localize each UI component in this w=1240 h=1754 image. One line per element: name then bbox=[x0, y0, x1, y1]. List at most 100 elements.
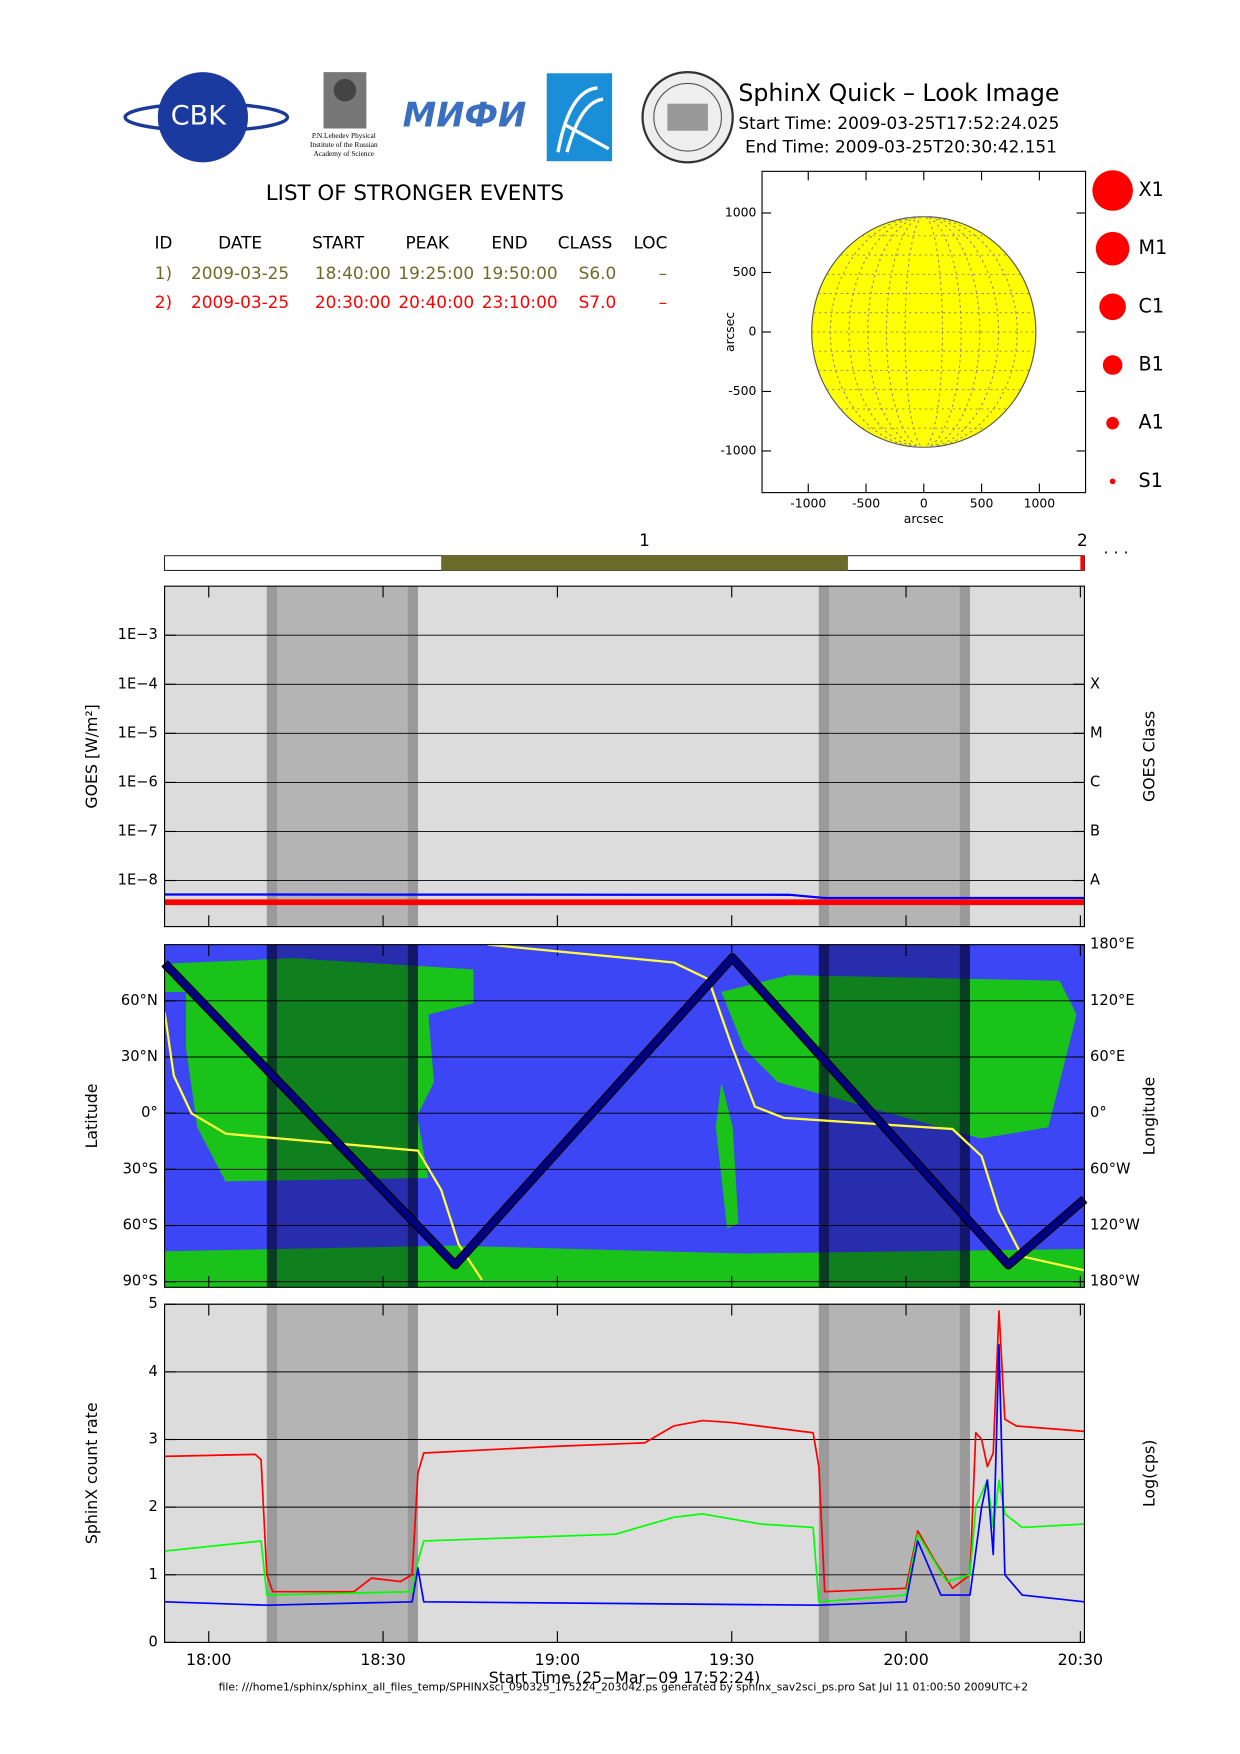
event-cell: S7.0 bbox=[579, 292, 617, 312]
more-events: · · · bbox=[1103, 543, 1128, 562]
x-tick-label: -500 bbox=[852, 495, 880, 510]
y2-tick-label: 0° bbox=[1090, 1104, 1107, 1121]
y-tick-label: 1 bbox=[148, 1566, 157, 1583]
y-tick-label: 2 bbox=[148, 1498, 157, 1515]
disk-grid bbox=[829, 216, 1018, 448]
y-axis-label: SphinX count rate bbox=[82, 1402, 101, 1544]
eclipse-edge bbox=[818, 586, 830, 927]
y2-tick-label: 180°W bbox=[1090, 1273, 1140, 1290]
x-tick-label: 19:00 bbox=[535, 1650, 580, 1669]
event-id: 2 bbox=[1077, 530, 1088, 550]
event-id: 1 bbox=[639, 530, 650, 550]
logo-seal bbox=[641, 71, 734, 164]
continent bbox=[164, 1245, 1085, 1288]
class-marker bbox=[1095, 231, 1130, 266]
y-axis-label: GOES [W/m²] bbox=[82, 704, 101, 808]
x-tick-label: -1000 bbox=[790, 495, 826, 510]
eclipse-shade bbox=[266, 944, 418, 1288]
y2-axis-label: GOES Class bbox=[1139, 711, 1158, 802]
eclipse-edge bbox=[266, 1304, 277, 1643]
sun-disk bbox=[811, 215, 1037, 448]
y2-tick-label: A bbox=[1090, 872, 1100, 889]
eclipse-edge bbox=[959, 586, 970, 927]
footer: file: ///home1/sphinx/sphinx_all_files_t… bbox=[219, 1680, 1028, 1693]
x-tick-label: 20:30 bbox=[1058, 1650, 1103, 1669]
y2-tick-label: B bbox=[1090, 822, 1100, 839]
logo-mifi: МИФИ bbox=[403, 96, 527, 135]
continent bbox=[186, 975, 474, 1182]
class-marker bbox=[1092, 170, 1133, 211]
class-marker bbox=[1102, 355, 1123, 375]
column-header: ID bbox=[154, 232, 172, 252]
start-time: Start Time: 2009-03-25T17:52:24.025 bbox=[738, 113, 1059, 133]
event-cell: 2) bbox=[155, 292, 172, 312]
y2-axis-label: Longitude bbox=[1139, 1077, 1158, 1155]
y-tick-label: 1E−7 bbox=[118, 822, 158, 839]
y-axis-label: Latitude bbox=[82, 1084, 101, 1149]
event-cell: 20:40:00 bbox=[398, 292, 474, 312]
logo-lebedev: P.N.Lebedev Physical Institute of the Ru… bbox=[310, 72, 378, 158]
y-tick-label: 60°N bbox=[121, 992, 158, 1009]
y-tick-label: 1E−6 bbox=[118, 773, 158, 790]
class-label: M1 bbox=[1139, 236, 1168, 259]
disk-grid bbox=[848, 216, 999, 448]
logo-arcs bbox=[556, 86, 610, 153]
y-tick-label: 30°N bbox=[121, 1048, 158, 1065]
logo-square bbox=[546, 73, 613, 162]
x-tick-label: 1000 bbox=[1024, 495, 1056, 510]
class-label: S1 bbox=[1139, 469, 1163, 492]
y-tick-label: 5 bbox=[148, 1295, 157, 1312]
column-header: END bbox=[491, 232, 527, 252]
series-line bbox=[162, 954, 1087, 1269]
plot-frame bbox=[164, 1303, 1085, 1643]
x-axis-label: arcsec bbox=[904, 511, 944, 526]
end-time: End Time: 2009-03-25T20:30:42.151 bbox=[745, 137, 1057, 157]
x-tick-label: 20:00 bbox=[883, 1650, 928, 1669]
event-cell: 20:30:00 bbox=[315, 292, 391, 312]
y-tick-label: 500 bbox=[733, 264, 757, 279]
event-cell: 19:50:00 bbox=[482, 263, 558, 283]
eclipse-shade bbox=[818, 1304, 970, 1643]
seal-building bbox=[667, 103, 708, 131]
y-tick-label: 60°S bbox=[123, 1217, 158, 1234]
y-tick-label: 0 bbox=[749, 323, 757, 338]
x-axis-label: Start Time (25−Mar−09 17:52:24) bbox=[489, 1668, 761, 1687]
eclipse-edge bbox=[959, 944, 970, 1288]
x-tick-label: 0 bbox=[920, 495, 928, 510]
logo-text: Institute of the Russian bbox=[310, 140, 378, 149]
y-axis-label: arcsec bbox=[722, 312, 737, 352]
disk-grid bbox=[867, 216, 981, 448]
continent bbox=[164, 958, 474, 992]
y-tick-label: 4 bbox=[148, 1363, 157, 1380]
column-header: DATE bbox=[218, 232, 262, 252]
seal-inner bbox=[653, 82, 723, 152]
y2-tick-label: C bbox=[1090, 773, 1100, 790]
class-label: B1 bbox=[1139, 353, 1164, 376]
plot-frame bbox=[164, 944, 1085, 1288]
event-cell: 2009-03-25 bbox=[191, 263, 289, 283]
class-marker bbox=[1099, 293, 1126, 321]
event-cell: 23:10:00 bbox=[482, 292, 558, 312]
events-title: LIST OF STRONGER EVENTS bbox=[266, 181, 564, 206]
logo-cbk: CBK bbox=[123, 72, 290, 163]
event-cell: – bbox=[659, 292, 667, 312]
class-label: C1 bbox=[1139, 294, 1165, 317]
y-tick-label: 3 bbox=[148, 1430, 157, 1447]
x-tick-label: 18:00 bbox=[186, 1650, 231, 1669]
class-marker bbox=[1109, 478, 1116, 485]
event-cell: 18:40:00 bbox=[315, 263, 391, 283]
series-line bbox=[164, 893, 1085, 900]
y2-tick-label: 120°W bbox=[1090, 1217, 1140, 1234]
y2-tick-label: X bbox=[1090, 675, 1100, 692]
column-header: CLASS bbox=[558, 232, 613, 252]
y2-axis-label: Log(cps) bbox=[1139, 1440, 1158, 1507]
eclipse-shade bbox=[818, 586, 970, 927]
y-tick-label: -500 bbox=[728, 383, 756, 398]
class-marker bbox=[1106, 416, 1119, 430]
portrait-head bbox=[333, 78, 357, 102]
event-cell: 2009-03-25 bbox=[191, 292, 289, 312]
y2-tick-label: 60°W bbox=[1090, 1160, 1130, 1177]
series-line bbox=[163, 943, 1085, 1281]
